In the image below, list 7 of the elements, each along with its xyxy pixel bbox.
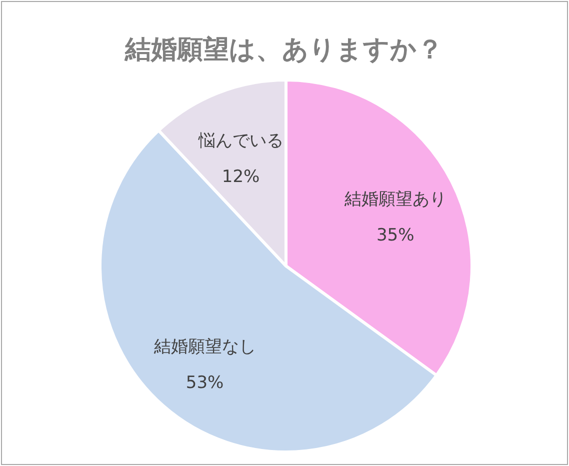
slice-label: 悩んでいる <box>197 130 284 151</box>
chart-title: 結婚願望は、ありますか？ <box>124 35 443 65</box>
data-label: 53% <box>186 373 224 394</box>
slice-label: 結婚願望なし <box>152 337 256 358</box>
slice-label: 結婚願望あり <box>343 189 446 210</box>
data-label: 35% <box>376 225 414 246</box>
data-label: 12% <box>222 166 260 187</box>
